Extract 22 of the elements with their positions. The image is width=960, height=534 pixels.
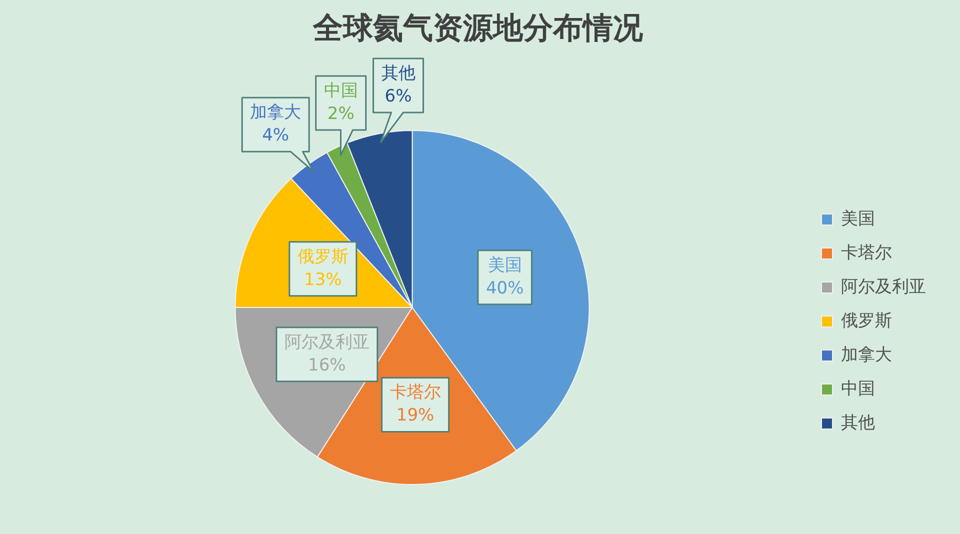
data-label: 19% [396,406,434,426]
data-label: 4% [262,126,290,146]
data-label: 40% [486,278,524,298]
slice-label: 卡塔尔 [390,382,441,403]
slice-label: 俄罗斯 [297,246,348,267]
slice-label: 其他 [381,63,416,84]
legend-label: 加拿大 [841,344,892,365]
legend-label: 俄罗斯 [841,310,892,331]
chart-title: 全球氦气资源地分布情况 [312,10,644,46]
legend-label: 中国 [841,378,875,399]
legend-label: 其他 [841,412,875,433]
data-label: 6% [384,86,412,106]
legend-label: 美国 [841,208,875,229]
slice-label: 加拿大 [250,102,302,123]
legend-label: 卡塔尔 [841,242,892,263]
data-label: 2% [327,104,354,124]
data-label: 13% [304,270,342,290]
slice-label: 阿尔及利亚 [284,332,370,352]
legend-label: 阿尔及利亚 [841,276,926,297]
data-label: 16% [308,355,346,376]
slice-label: 美国 [488,255,522,276]
slice-label: 中国 [324,80,358,101]
